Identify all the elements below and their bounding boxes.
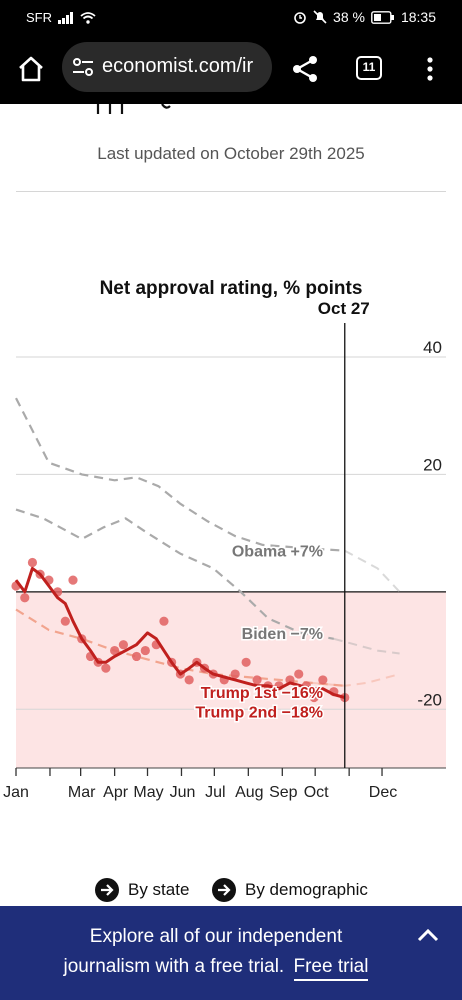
x-tick-label: Dec — [369, 784, 397, 801]
free-trial-banner: Explore all of our independent journalis… — [0, 906, 462, 1000]
chart-links: By state By demographic — [0, 878, 462, 908]
by-demographic-label: By demographic — [245, 880, 368, 899]
poll-point — [60, 616, 70, 626]
arrow-right-icon — [95, 878, 119, 902]
chart-title: Net approval rating, % points — [99, 278, 363, 299]
y-tick-label: 20 — [423, 455, 442, 474]
x-tick-label: Aug — [235, 784, 263, 801]
current-date-label: Oct 27 — [318, 299, 370, 318]
x-tick-label: Jun — [170, 784, 196, 801]
clipped-heading-fragment — [96, 104, 171, 114]
banner-line-1: Explore all of our independent — [89, 926, 343, 947]
x-tick-label: Jan — [3, 784, 29, 801]
poll-point — [20, 593, 30, 603]
free-trial-link[interactable]: Free trial — [293, 956, 369, 981]
battery-percent: 38 % — [333, 9, 365, 25]
poll-point — [159, 616, 169, 626]
x-tick-label: Jul — [205, 784, 225, 801]
alarm-icon — [294, 12, 306, 24]
x-tick-label: Oct — [304, 784, 329, 801]
poll-point — [101, 663, 111, 673]
address-bar[interactable]: economist.com/ir — [62, 42, 272, 92]
signal-icon — [58, 11, 73, 24]
poll-point — [68, 575, 78, 585]
y-tick-label: -20 — [417, 690, 442, 709]
by-demographic-link[interactable]: By demographic — [212, 878, 368, 902]
by-state-label: By state — [128, 880, 190, 899]
series-line-future — [344, 549, 401, 593]
status-bar: SFR 38 % 18:35 — [0, 0, 462, 34]
chevron-up-icon[interactable] — [416, 926, 440, 944]
browser-toolbar: economist.com/ir 11 — [0, 34, 462, 104]
x-tick-label: May — [133, 784, 163, 801]
approval-chart: 40 20 -20 Jan Mar Apr May Jun Jul Aug Sep Oct Dec Oct… — [3, 299, 446, 801]
divider — [16, 191, 446, 192]
last-updated: Last updated on October 29th 2025 — [97, 144, 365, 163]
series-label-biden: Biden −7% — [242, 626, 323, 643]
x-tick-label: Mar — [68, 784, 96, 801]
by-state-link[interactable]: By state — [95, 878, 189, 902]
y-tick-label: 40 — [423, 338, 442, 357]
poll-point — [252, 675, 262, 685]
poll-point — [230, 669, 240, 679]
carrier-label: SFR — [26, 10, 52, 25]
site-settings-icon[interactable] — [72, 57, 94, 77]
wifi-icon — [80, 11, 96, 24]
series-line-obama — [15, 397, 345, 552]
poll-point — [140, 645, 150, 656]
share-icon[interactable] — [290, 54, 320, 84]
series-label-obama: Obama +7% — [232, 544, 323, 561]
series-label-trump-2nd: Trump 2nd −18% — [195, 705, 323, 722]
more-menu-icon[interactable] — [422, 54, 438, 84]
poll-point — [27, 557, 38, 568]
banner-line-2-text: journalism with a free trial. — [63, 956, 285, 977]
series-label-trump-1st: Trump 1st −16% — [201, 685, 323, 702]
series-line-future — [311, 673, 400, 687]
url-text: economist.com/ir — [102, 55, 254, 77]
poll-point — [318, 675, 328, 685]
series-line-biden — [15, 508, 334, 640]
mute-icon — [313, 10, 327, 24]
clock: 18:35 — [400, 9, 436, 25]
home-icon[interactable] — [16, 54, 46, 84]
tab-switcher-button[interactable]: 11 — [356, 56, 382, 80]
x-tick-label: Sep — [269, 784, 298, 801]
poll-point — [309, 692, 319, 703]
banner-line-2: journalism with a free trial. Free trial — [0, 956, 462, 981]
poll-point — [241, 657, 251, 667]
poll-point — [110, 645, 120, 656]
series-line-trump-2nd — [14, 566, 346, 699]
arrow-right-icon — [212, 878, 236, 902]
series-line-future — [333, 637, 400, 655]
battery-icon — [371, 10, 394, 24]
poll-point — [118, 640, 128, 650]
poll-point — [184, 675, 194, 685]
x-tick-label: Apr — [103, 784, 129, 801]
poll-point — [294, 669, 304, 679]
poll-point — [131, 651, 142, 662]
